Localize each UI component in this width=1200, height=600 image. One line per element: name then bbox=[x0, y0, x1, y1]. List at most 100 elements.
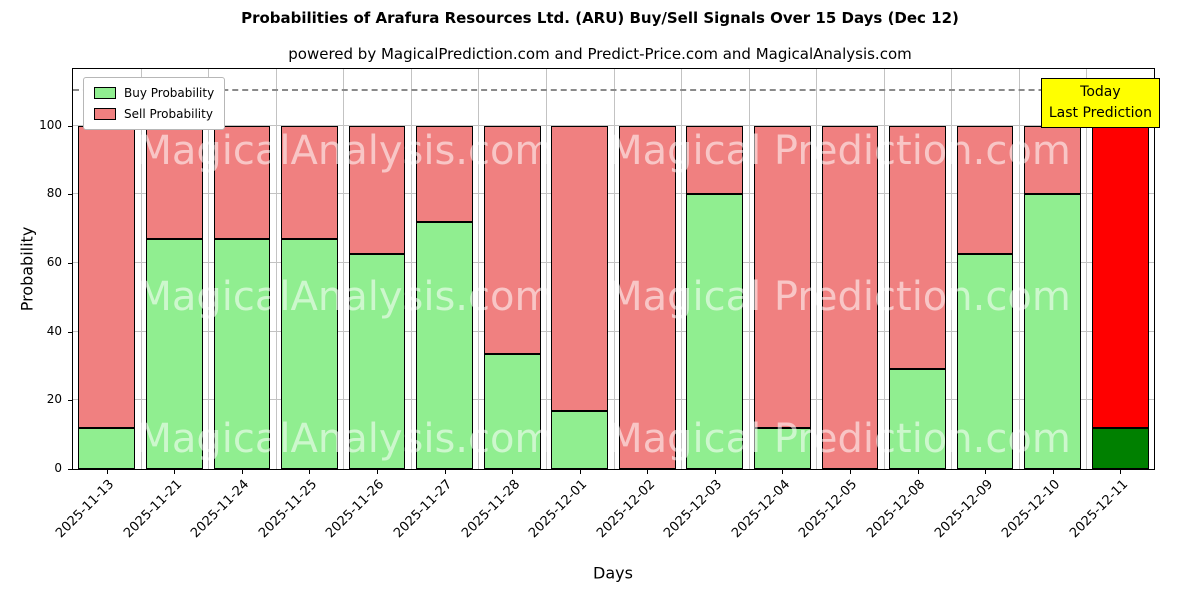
bar-buy-segment bbox=[416, 221, 473, 469]
annotation-line-2: Last Prediction bbox=[1048, 105, 1152, 121]
y-tick-label: 0 bbox=[54, 461, 62, 475]
v-gridline bbox=[816, 69, 818, 469]
x-tick-mark bbox=[985, 470, 987, 474]
bar-sell-segment bbox=[821, 125, 879, 469]
bar-sell-segment bbox=[145, 125, 203, 239]
y-tick-label: 80 bbox=[46, 186, 62, 201]
legend-swatch bbox=[94, 87, 116, 99]
v-gridline bbox=[140, 69, 142, 469]
bar-buy-segment bbox=[213, 238, 271, 469]
v-gridline bbox=[208, 69, 210, 469]
v-gridline bbox=[343, 69, 345, 469]
y-tick-mark bbox=[68, 125, 72, 127]
bar-buy-segment bbox=[889, 369, 946, 469]
v-gridline bbox=[748, 69, 750, 469]
v-gridline bbox=[613, 69, 615, 469]
bar-buy-segment bbox=[956, 254, 1014, 469]
v-gridline bbox=[883, 69, 885, 469]
v-gridline bbox=[681, 69, 683, 469]
x-tick-text: 2025-11-24 bbox=[188, 477, 253, 542]
threshold-dashed-line bbox=[73, 89, 1154, 92]
x-tick-text: 2025-11-13 bbox=[53, 477, 118, 542]
bar-sell-segment bbox=[348, 125, 406, 255]
x-tick-text: 2025-11-26 bbox=[323, 477, 388, 542]
legend-item: Buy Probability bbox=[94, 86, 214, 100]
x-tick-mark bbox=[106, 470, 108, 474]
v-gridline bbox=[1086, 69, 1088, 469]
x-tick-mark bbox=[377, 470, 379, 474]
bar-sell-segment bbox=[1091, 125, 1149, 428]
y-tick-mark bbox=[68, 331, 72, 333]
y-tick-label: 20 bbox=[46, 392, 62, 407]
y-tick-mark bbox=[68, 262, 72, 264]
y-tick-label: 40 bbox=[46, 323, 62, 338]
x-tick-text: 2025-12-03 bbox=[661, 477, 726, 542]
bar-buy-segment bbox=[483, 353, 541, 469]
legend: Buy Probability Sell Probability bbox=[83, 77, 226, 130]
v-gridline bbox=[275, 69, 277, 469]
x-tick-mark bbox=[241, 470, 243, 474]
x-tick-mark bbox=[714, 470, 716, 474]
bar-sell-segment bbox=[618, 125, 676, 469]
legend-item: Sell Probability bbox=[94, 107, 214, 121]
bar-buy-segment bbox=[754, 427, 811, 469]
x-tick-mark bbox=[579, 470, 581, 474]
x-tick-text: 2025-12-05 bbox=[796, 477, 861, 542]
chart-title: Probabilities of Arafura Resources Ltd. … bbox=[241, 9, 959, 27]
chart-subtitle: powered by MagicalPrediction.com and Pre… bbox=[288, 45, 912, 63]
y-tick-mark bbox=[68, 469, 72, 470]
bar-sell-segment bbox=[686, 125, 744, 195]
x-tick-text: 2025-12-09 bbox=[931, 477, 996, 542]
bar-buy-segment bbox=[1024, 194, 1082, 469]
bar-sell-segment bbox=[78, 125, 136, 428]
legend-label: Buy Probability bbox=[124, 86, 215, 100]
y-tick-label: 60 bbox=[46, 254, 62, 269]
bar-buy-segment bbox=[78, 427, 136, 469]
v-gridline bbox=[410, 69, 412, 469]
x-tick-text: 2025-12-08 bbox=[864, 477, 929, 542]
x-tick-text: 2025-11-27 bbox=[391, 477, 456, 542]
v-gridline bbox=[951, 69, 953, 469]
x-tick-mark bbox=[174, 470, 176, 474]
x-tick-text: 2025-12-02 bbox=[593, 477, 658, 542]
x-tick-text: 2025-12-01 bbox=[526, 477, 591, 542]
bar-sell-segment bbox=[551, 125, 609, 411]
x-tick-mark bbox=[309, 470, 311, 474]
plot-area: Buy Probability Sell Probability Today La… bbox=[72, 68, 1160, 470]
bar-sell-segment bbox=[416, 125, 473, 222]
x-tick-text: 2025-12-11 bbox=[1066, 477, 1131, 542]
bar-sell-segment bbox=[281, 125, 338, 239]
legend-label: Sell Probability bbox=[124, 107, 213, 121]
bar-buy-segment bbox=[145, 238, 203, 469]
v-gridline bbox=[478, 69, 480, 469]
bar-sell-segment bbox=[483, 125, 541, 354]
x-tick-mark bbox=[917, 470, 919, 474]
bar-sell-segment bbox=[754, 125, 811, 428]
x-tick-mark bbox=[1052, 470, 1054, 474]
x-tick-mark bbox=[512, 470, 514, 474]
v-gridline bbox=[1018, 69, 1020, 469]
y-axis-label: Probability bbox=[17, 226, 37, 312]
x-tick-text: 2025-11-21 bbox=[120, 477, 185, 542]
y-tick-label: 100 bbox=[39, 117, 62, 132]
x-tick-text: 2025-12-10 bbox=[999, 477, 1064, 542]
bar-sell-segment bbox=[956, 125, 1014, 255]
x-tick-mark bbox=[782, 470, 784, 474]
today-annotation: Today Last Prediction bbox=[1040, 78, 1160, 128]
bar-buy-segment bbox=[551, 410, 609, 469]
x-tick-mark bbox=[647, 470, 649, 474]
bar-buy-segment bbox=[1091, 427, 1149, 469]
x-tick-mark bbox=[849, 470, 851, 474]
x-tick-text: 2025-11-25 bbox=[256, 477, 321, 542]
y-tick-mark bbox=[68, 400, 72, 402]
annotation-line-1: Today bbox=[1080, 84, 1121, 100]
bar-buy-segment bbox=[686, 194, 744, 469]
bar-buy-segment bbox=[348, 254, 406, 469]
legend-swatch bbox=[94, 108, 116, 120]
x-tick-text: 2025-12-04 bbox=[728, 477, 794, 542]
bar-sell-segment bbox=[213, 125, 271, 239]
bar-buy-segment bbox=[281, 238, 338, 469]
x-axis-label: Days bbox=[593, 563, 633, 583]
bar-sell-segment bbox=[1024, 125, 1082, 195]
